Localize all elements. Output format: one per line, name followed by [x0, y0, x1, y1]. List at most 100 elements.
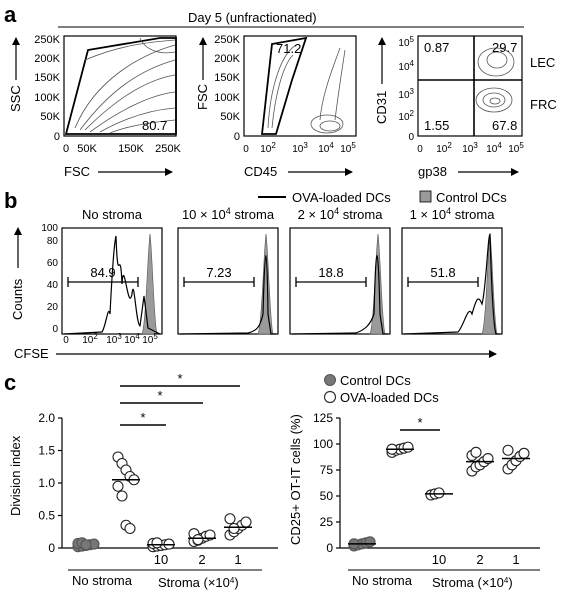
data-point: [402, 441, 414, 453]
c1-x-10: 10: [154, 552, 168, 567]
data-point: [433, 487, 445, 499]
c2-x-2: 2: [476, 552, 483, 567]
ytick-label: 125: [313, 411, 333, 425]
gate-value-3: 18.8: [318, 265, 343, 280]
ytick-label: 1.5: [38, 444, 55, 458]
panel-a-header: Day 5 (unfractionated): [188, 10, 317, 25]
gate-value-1: 84.9: [90, 265, 115, 280]
legend-control: Control DCs: [436, 190, 507, 205]
data-point: [364, 536, 376, 548]
histogram-1: No stroma 84.9: [61, 207, 163, 335]
legend-c-ova-marker: [323, 390, 337, 404]
plot2-ytick-5: 250K: [214, 34, 240, 46]
data-point: [470, 446, 482, 458]
plot3-ytick-4: 105: [398, 35, 414, 49]
plot1-x-ticks: 0 50K 150K 250K: [63, 143, 182, 155]
plot2-xtick-1: 102: [260, 141, 276, 155]
ova-trace-2: [179, 255, 276, 335]
plot2-ytick-0: 0: [234, 131, 240, 143]
plot1-fsc-ssc: 80.7: [63, 35, 177, 137]
c1-sig-2: *: [157, 388, 162, 403]
data-point: [112, 480, 124, 492]
plot1-xtick-3: 250K: [155, 143, 181, 155]
histogram-2: 10 × 104 stroma 7.23: [177, 206, 279, 335]
plot3-label-frc: FRC: [530, 97, 557, 112]
plot3-q-ur: 29.7: [492, 40, 517, 55]
c2-sig-1: *: [417, 415, 422, 430]
plot3-label-lec: LEC: [530, 55, 555, 70]
legend-c-control-marker: [324, 374, 336, 386]
plot3-xlabel: gp38: [418, 164, 447, 179]
b-xtick-4: 105: [142, 332, 158, 346]
panel-c-letter: c: [4, 370, 16, 395]
data-point: [116, 490, 128, 502]
b-xtick-2: 103: [106, 332, 122, 346]
plot3-q-lr: 67.8: [492, 118, 517, 133]
plot3-ytick-1: 102: [398, 109, 414, 123]
plot1-ytick-0: 0: [54, 131, 60, 143]
plot2-ytick-1: 50K: [220, 111, 240, 123]
data-point: [502, 444, 514, 456]
c1-y-ticks: 0 0.5 1.0 1.5 2.0: [38, 411, 62, 555]
legend-ova: OVA-loaded DCs: [292, 190, 391, 205]
plot1-xtick-0: 0: [63, 143, 69, 155]
plot2-ytick-2: 100K: [214, 92, 240, 104]
ytick-label: 0.5: [38, 509, 55, 523]
c2-x-1: 1: [512, 552, 519, 567]
plot3-ylabel: CD31: [374, 91, 389, 124]
data-point: [124, 522, 136, 535]
control-peak-4: [481, 233, 498, 335]
c1-x-stroma: Stroma (×104): [158, 575, 239, 590]
plot3-q-ll: 1.55: [424, 118, 449, 133]
gate-value-4: 51.8: [430, 265, 455, 280]
plot3-y-ticks: 0 102 103 104 105: [398, 35, 414, 143]
plot2-ytick-3: 150K: [214, 72, 240, 84]
plot3-x-ticks: 0 102 103 104 105: [417, 141, 524, 155]
plot2-ylabel: FSC: [195, 84, 210, 110]
ytick-label: 1.0: [38, 476, 55, 490]
data-point: [228, 522, 240, 535]
c1-x-nostroma: No stroma: [72, 573, 133, 588]
plot3-ytick-2: 103: [398, 87, 414, 101]
b-xtick-0: 0: [63, 335, 69, 346]
ytick-label: 75: [320, 463, 334, 477]
control-peak-1: [141, 233, 158, 335]
plot1-ytick-1: 50K: [40, 111, 60, 123]
b-ytick-4: 80: [47, 236, 59, 247]
plot1-xtick-2: 150K: [118, 143, 144, 155]
plot2-ytick-4: 200K: [214, 53, 240, 65]
plot1-ylabel: SSC: [8, 85, 23, 112]
data-point: [240, 516, 252, 528]
plot3-xtick-2: 103: [462, 141, 478, 155]
ytick-label: 2.0: [38, 411, 55, 425]
plot2-xtick-4: 105: [340, 141, 356, 155]
plot2-xtick-0: 0: [243, 144, 249, 155]
legend-c-control: Control DCs: [340, 373, 411, 388]
data-point: [80, 539, 92, 551]
data-point: [192, 533, 204, 546]
ytick-label: 25: [320, 515, 334, 529]
legend-c-ova: OVA-loaded DCs: [340, 390, 439, 405]
panel-b-letter: b: [4, 188, 17, 213]
c1-points: [72, 451, 252, 553]
plot2-xlabel: CD45: [244, 164, 277, 179]
control-peak-2: [257, 233, 274, 335]
c2-x-nostroma: No stroma: [352, 573, 413, 588]
b-ytick-1: 20: [47, 302, 59, 313]
ytick-label: 100: [313, 437, 333, 451]
c2-y-ticks: 0 25 50 75 100 125: [313, 411, 340, 555]
legend-control-swatch: [419, 190, 432, 203]
histogram-title-4: 1 × 104 stroma: [410, 206, 496, 222]
plot3-xtick-4: 105: [508, 141, 524, 155]
histogram-title-2: 10 × 104 stroma: [182, 206, 275, 222]
c1-ylabel: Division index: [8, 435, 23, 516]
b-xtick-3: 104: [124, 332, 140, 346]
c2-points: [348, 441, 530, 552]
ytick-label: 0: [48, 541, 55, 555]
plot2-xtick-3: 104: [318, 141, 334, 155]
b-ytick-5: 100: [41, 223, 58, 234]
data-point: [518, 447, 530, 459]
plot1-gate-value: 80.7: [142, 118, 167, 133]
histogram-title-3: 2 × 104 stroma: [298, 206, 384, 222]
